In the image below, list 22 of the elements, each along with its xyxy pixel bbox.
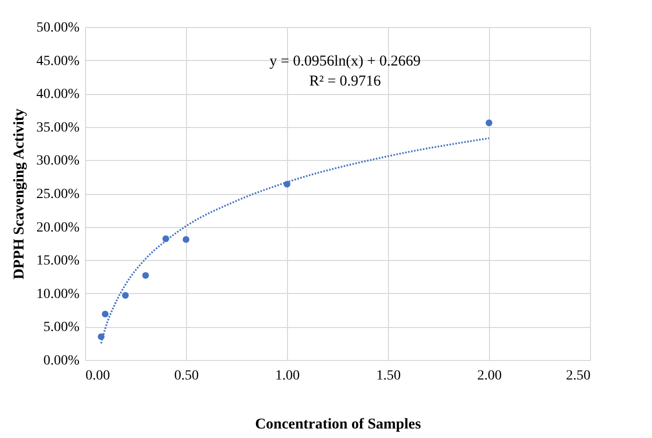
y-axis-title: DPPH Scavenging Activity xyxy=(11,108,28,280)
y-tick-label: 45.00% xyxy=(36,54,80,69)
x-tick-label: 0.00 xyxy=(86,368,110,384)
y-tick-label: 40.00% xyxy=(36,87,80,102)
y-tick-label: 10.00% xyxy=(36,286,80,302)
x-tick-label: 0.50 xyxy=(174,368,199,384)
y-tick-label: 50.00% xyxy=(36,20,80,36)
y-tick-label: 0.00% xyxy=(43,354,80,368)
y-tick-label: 30.00% xyxy=(36,154,80,169)
line-series xyxy=(100,137,490,344)
y-tick-label: 15.00% xyxy=(36,254,80,269)
y-tick-label: 25.00% xyxy=(36,187,80,202)
y-tick-label: 35.00% xyxy=(36,120,80,136)
x-axis-title: Concentration of Samples xyxy=(255,416,422,432)
x-tick-label: 1.50 xyxy=(376,368,401,384)
y-tick-label: 20.00% xyxy=(36,220,80,236)
x-tick-label: 1.00 xyxy=(275,368,300,384)
annotation: y = 0.0956ln(x) + 0.2669 xyxy=(270,54,421,70)
y-tick-label: 5.00% xyxy=(43,320,80,336)
x-tick-label: 2.00 xyxy=(477,368,502,384)
x-tick-label: 2.50 xyxy=(566,368,590,384)
annotation: R² = 0.9716 xyxy=(309,74,382,90)
